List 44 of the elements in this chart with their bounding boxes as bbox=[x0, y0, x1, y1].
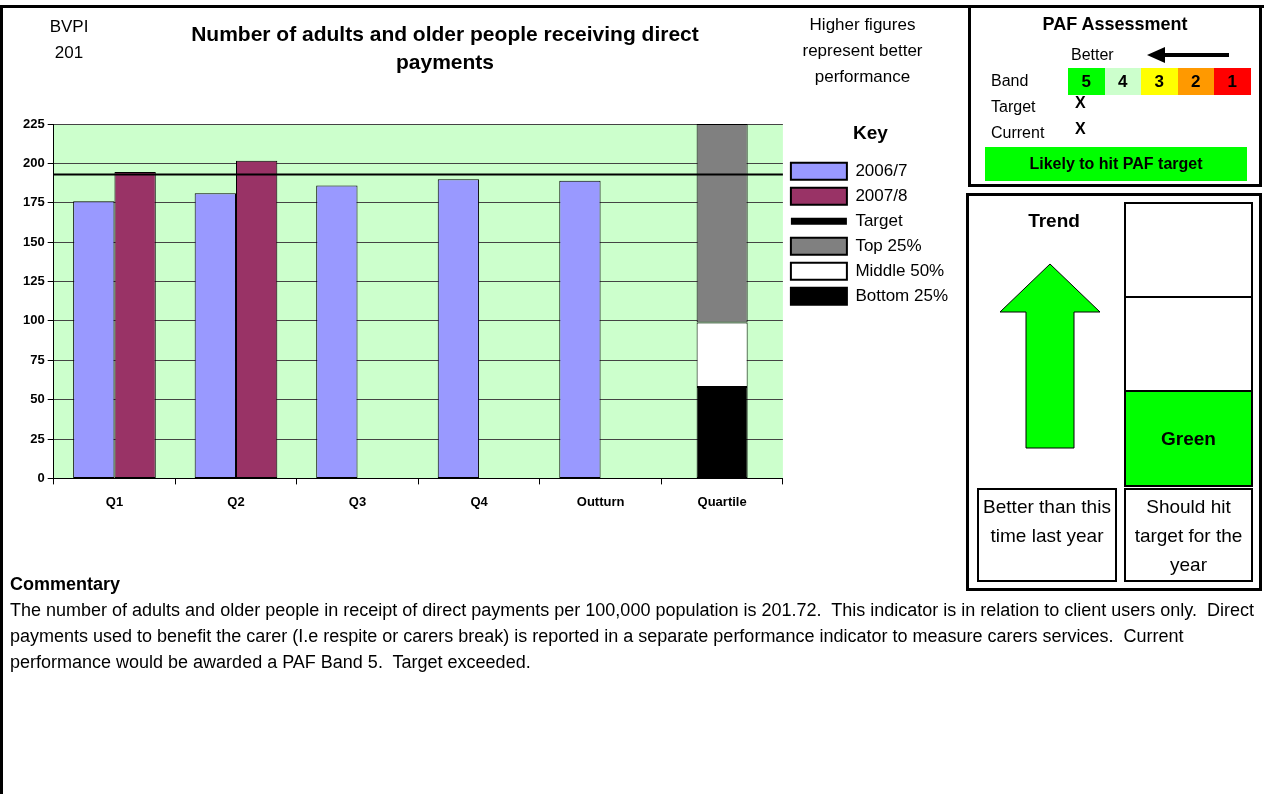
data-label: 5 bbox=[1068, 68, 1105, 95]
text: Trend bbox=[1027, 210, 1081, 232]
text: Better than this time last year bbox=[977, 488, 1117, 582]
chart-title: Number of adults and older people receiving direct payments bbox=[190, 21, 700, 75]
legend-label: Middle 50% bbox=[855, 260, 945, 280]
text: Higher figures represent better performance bbox=[801, 14, 924, 88]
legend-label: Bottom 25% bbox=[855, 285, 949, 305]
y-tick-label: 200 bbox=[22, 154, 45, 170]
y-tick-label: 75 bbox=[30, 351, 45, 367]
data-label: 2 bbox=[1177, 68, 1214, 95]
legend-label: Top 25% bbox=[855, 235, 922, 255]
legend-label: 2007/8 bbox=[855, 185, 908, 205]
x-tick-label: Quartile bbox=[697, 493, 747, 509]
y-tick-label: 225 bbox=[22, 115, 45, 131]
legend-label: Target bbox=[855, 210, 903, 230]
legend-label: 2006/7 bbox=[855, 160, 908, 180]
y-tick-label: 0 bbox=[37, 469, 45, 485]
text: BVPI 201 bbox=[48, 16, 90, 64]
text: Target bbox=[991, 98, 1036, 116]
y-tick-label: 50 bbox=[30, 391, 45, 407]
text: Should hit target for the year bbox=[1124, 488, 1253, 582]
x-tick-label: Q4 bbox=[470, 493, 489, 509]
annotation: X bbox=[1075, 120, 1086, 138]
data-label: 4 bbox=[1104, 68, 1141, 95]
y-tick-label: 100 bbox=[22, 312, 45, 328]
text: The number of adults and older people in receipt of direct payments per 100,000 population is 201.72. This indicator is in relation to client users only. Direct payments used to benefit the carer (I.e respite or carers break) is reported in a separate performance indicator to measure carers services. Current performance would be awarded a PAF Band 5. Target exceeded. bbox=[10, 599, 1256, 674]
y-tick-label: 175 bbox=[22, 194, 45, 210]
chart-title: PAF Assessment bbox=[1041, 14, 1189, 35]
x-tick-label: Q2 bbox=[227, 493, 245, 509]
y-tick-label: 150 bbox=[22, 233, 45, 249]
data-label: 3 bbox=[1141, 68, 1178, 95]
annotation: X bbox=[1075, 94, 1086, 112]
y-tick-label: Band bbox=[991, 72, 1029, 90]
legend-title: Key bbox=[853, 121, 889, 143]
x-tick-label: Q3 bbox=[348, 493, 367, 509]
y-tick-label: 125 bbox=[22, 273, 45, 289]
text: Current bbox=[991, 124, 1045, 142]
annotation: Better bbox=[1071, 46, 1114, 64]
x-tick-label: Outturn bbox=[576, 493, 625, 509]
text: Likely to hit PAF target bbox=[985, 147, 1247, 181]
data-label: 1 bbox=[1214, 68, 1251, 95]
y-tick-label: 25 bbox=[30, 430, 45, 446]
x-tick-label: Q1 bbox=[105, 493, 124, 509]
text: Commentary bbox=[10, 574, 122, 595]
